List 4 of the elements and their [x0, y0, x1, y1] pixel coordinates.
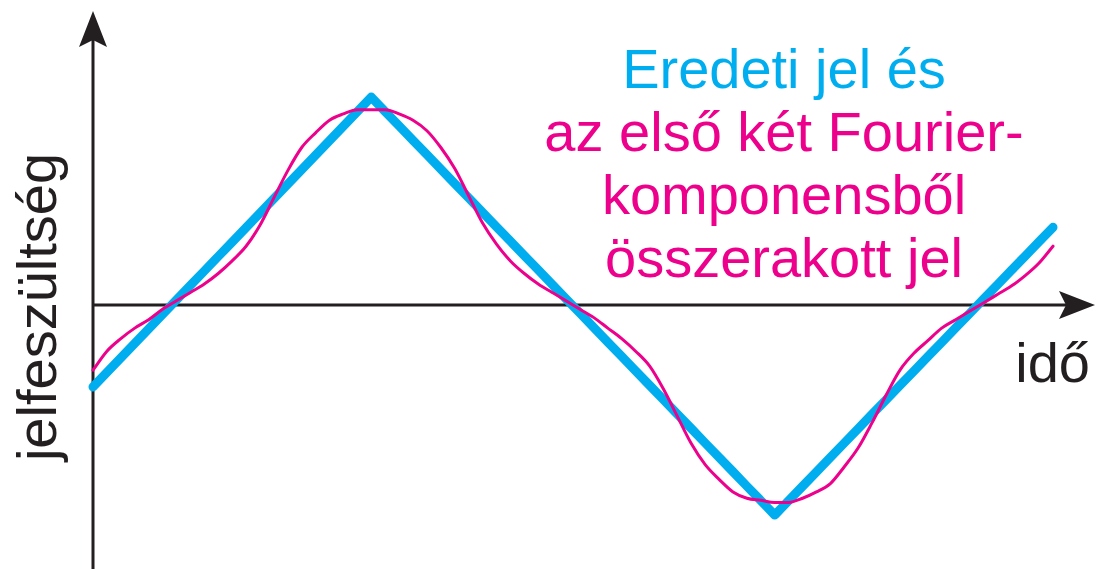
x-axis-title: idő [1015, 331, 1090, 394]
text: Eredeti jel és [621, 37, 947, 100]
y-axis-title: jelfeszültség [5, 152, 68, 462]
series-label: az első két Fourier-komponensből összerakott jel [543, 100, 1025, 289]
